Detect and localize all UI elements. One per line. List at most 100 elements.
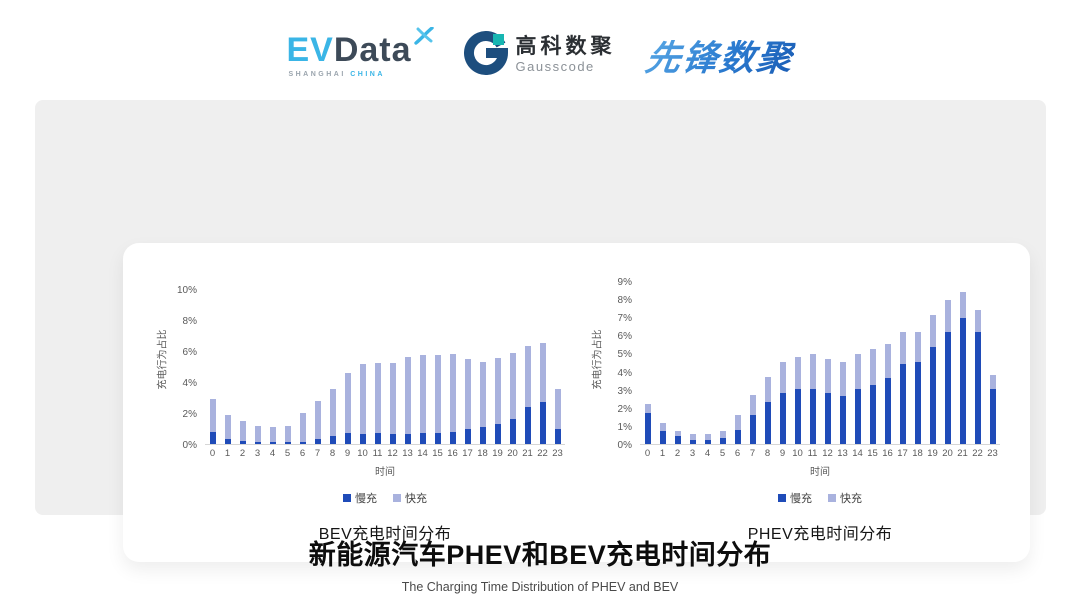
evdata-star-icon — [413, 25, 434, 49]
y-tick-label: 6% — [617, 331, 632, 343]
bar-hour-3 — [250, 290, 265, 444]
evdata-subtitle: SHANGHAI CHINA — [288, 71, 384, 78]
x-tick-label: 18 — [912, 448, 923, 459]
x-tick-label: 4 — [269, 448, 276, 459]
slow-charge-segment — [869, 384, 876, 444]
x-tick-label: 13 — [837, 448, 848, 459]
slow-charge-segment — [824, 392, 831, 444]
x-tick-label: 23 — [552, 448, 563, 459]
x-tick-label: 16 — [882, 448, 893, 459]
legend-label-fast: 快充 — [840, 493, 862, 505]
x-tick-label: 11 — [372, 448, 383, 459]
slow-charge-segment — [269, 442, 276, 444]
x-tick-label: 12 — [822, 448, 833, 459]
fast-charge-segment — [299, 413, 306, 442]
fast-charge-segment — [974, 309, 981, 333]
fast-charge-segment — [314, 400, 321, 439]
bar-hour-21 — [520, 290, 535, 444]
x-tick-label: 2 — [674, 448, 681, 459]
x-tick-label: 15 — [432, 448, 443, 459]
fast-charge-segment — [269, 427, 276, 443]
bar-hour-11 — [805, 282, 820, 444]
fast-charge-swatch-icon — [828, 494, 836, 502]
fast-charge-segment — [389, 363, 396, 434]
x-tick-label: 5 — [284, 448, 291, 459]
bar-hour-8 — [325, 290, 340, 444]
x-tick-label: 21 — [522, 448, 533, 459]
fast-charge-segment — [659, 423, 666, 432]
fast-charge-segment — [809, 354, 816, 390]
white-chart-card: 充电行为占比 0% 2% 4% 6% 8% 10% 0 1 2 3 4 5 6 7 8 9 10 11 12 13 1… — [123, 243, 1030, 562]
phev-y-axis: 0% 1% 2% 3% 4% 5% 6% 7% 8% 9% — [604, 277, 640, 451]
fast-charge-segment — [359, 363, 366, 434]
x-tick-label: 9 — [779, 448, 786, 459]
phev-plot-area — [640, 282, 1000, 445]
x-tick-label: 7 — [314, 448, 321, 459]
slow-charge-segment — [689, 439, 696, 444]
slow-charge-segment — [734, 429, 741, 444]
fast-charge-segment — [839, 362, 846, 397]
slow-charge-swatch-icon — [343, 494, 351, 502]
y-tick-label: 0% — [182, 440, 197, 451]
phev-legend: 慢充 快充 — [588, 490, 1000, 506]
fast-charge-segment — [329, 388, 336, 437]
x-tick-label: 10 — [792, 448, 803, 459]
slow-charge-segment — [554, 429, 561, 444]
bar-hour-22 — [535, 290, 550, 444]
phev-bars — [640, 282, 1000, 444]
bar-hour-14 — [415, 290, 430, 444]
gausscode-logo: 高科数聚 Gausscode — [463, 30, 616, 80]
bar-hour-21 — [955, 282, 970, 444]
legend-item-fast: 快充 — [393, 490, 427, 506]
bev-bars — [205, 290, 565, 444]
bar-hour-13 — [835, 282, 850, 444]
y-tick-label: 8% — [182, 316, 197, 327]
fast-charge-segment — [854, 354, 861, 390]
slow-charge-segment — [254, 442, 261, 444]
slow-charge-segment — [944, 332, 951, 444]
y-tick-label: 2% — [617, 403, 632, 415]
slow-charge-segment — [224, 438, 231, 444]
x-tick-label: 18 — [477, 448, 488, 459]
fast-charge-segment — [479, 361, 486, 428]
fast-charge-segment — [794, 356, 801, 390]
bar-hour-23 — [985, 282, 1000, 444]
slow-charge-segment — [764, 401, 771, 444]
x-tick-label: 22 — [972, 448, 983, 459]
y-tick-label: 2% — [182, 409, 197, 420]
gausscode-cn-text: 高科数聚 — [515, 35, 616, 59]
fast-charge-segment — [524, 346, 531, 408]
bar-hour-1 — [220, 290, 235, 444]
slow-charge-segment — [704, 439, 711, 444]
fast-charge-swatch-icon — [393, 494, 401, 502]
phev-chart-title: PHEV充电时间分布 — [747, 526, 893, 543]
slow-charge-segment — [644, 412, 651, 444]
evdata-sub-right: CHINA — [350, 70, 385, 78]
x-tick-label: 22 — [537, 448, 548, 459]
slow-charge-segment — [374, 433, 381, 444]
slow-charge-segment — [329, 436, 336, 444]
bev-y-axis: 0% 2% 4% 6% 8% 10% — [169, 285, 205, 451]
x-tick-label: 4 — [704, 448, 711, 459]
slow-charge-segment — [509, 419, 516, 444]
bev-chart: 充电行为占比 0% 2% 4% 6% 8% 10% 0 1 2 3 4 5 6 7 8 9 10 11 12 13 1… — [153, 273, 565, 544]
x-tick-label: 23 — [987, 448, 998, 459]
x-tick-label: 10 — [357, 448, 368, 459]
fast-charge-segment — [689, 434, 696, 440]
evdata-ev-text: EV — [286, 30, 334, 69]
bar-hour-19 — [490, 290, 505, 444]
fast-charge-segment — [929, 315, 936, 347]
fast-charge-segment — [224, 414, 231, 439]
bar-hour-20 — [940, 282, 955, 444]
fast-charge-segment — [749, 394, 756, 416]
x-tick-label: 15 — [867, 448, 878, 459]
slow-charge-segment — [959, 318, 966, 444]
slow-charge-segment — [989, 389, 996, 444]
bar-hour-16 — [445, 290, 460, 444]
y-tick-label: 10% — [176, 285, 197, 296]
fast-charge-segment — [674, 430, 681, 436]
slow-charge-segment — [449, 431, 456, 444]
x-tick-label: 8 — [329, 448, 336, 459]
bar-hour-15 — [430, 290, 445, 444]
fast-charge-segment — [824, 359, 831, 393]
